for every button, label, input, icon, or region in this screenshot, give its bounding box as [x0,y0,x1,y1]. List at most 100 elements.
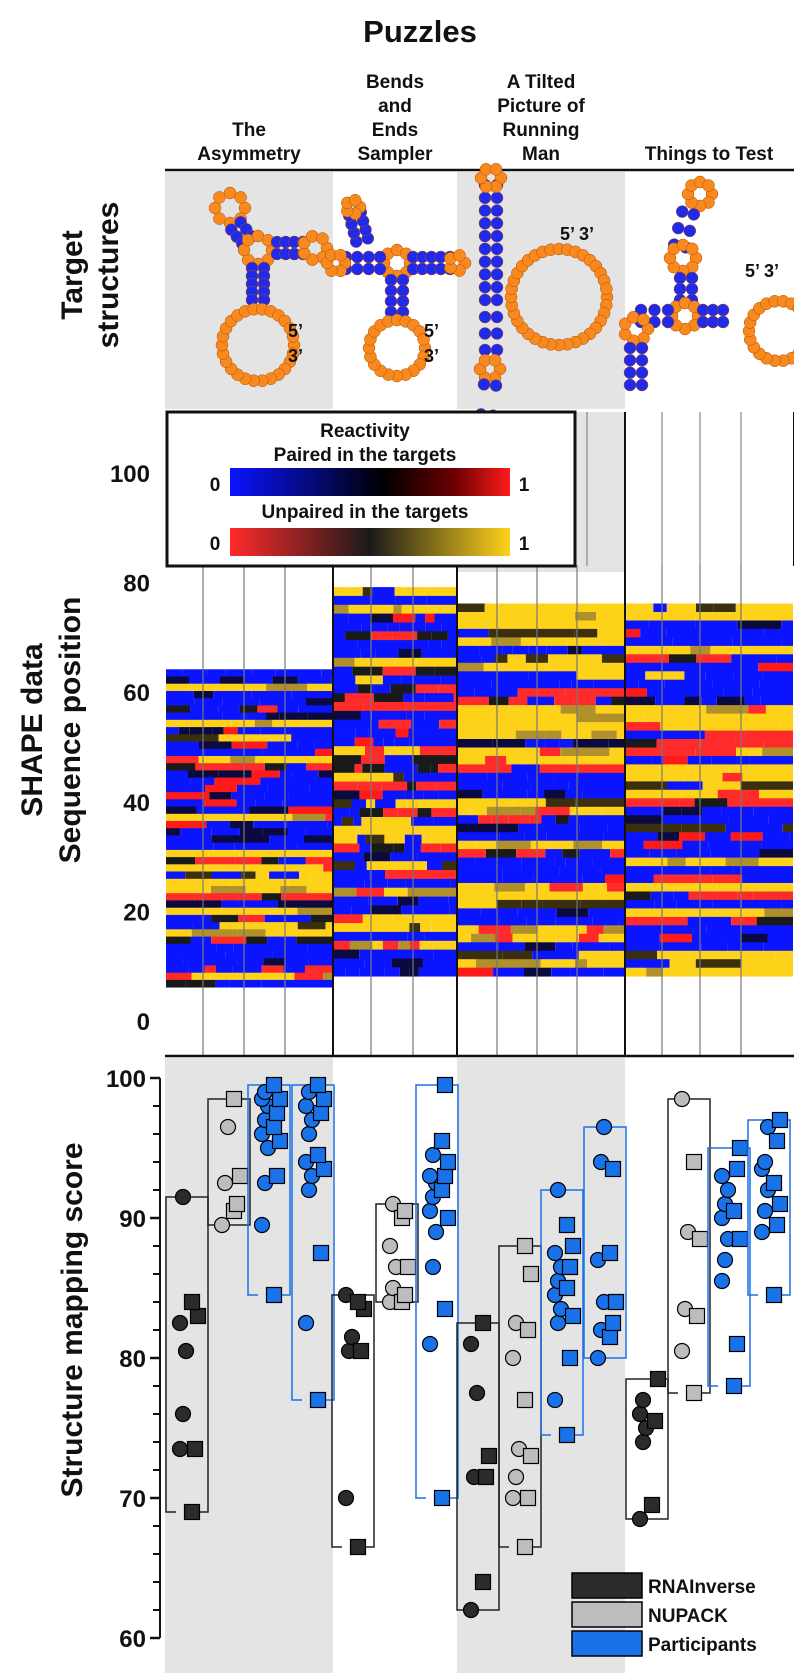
heat-cell [598,933,624,943]
heat-cell [713,908,743,918]
heat-cell [393,772,404,783]
heat-cell [673,891,689,901]
score-point-square [691,1230,709,1248]
heat-cell [669,654,697,664]
heat-cell [361,755,385,765]
score-point-square [186,1440,204,1458]
heat-cell [573,840,602,850]
score-point-square [231,1167,249,1185]
heat-cell [166,683,188,692]
heat-cell [228,907,276,916]
heat-cell [412,870,456,880]
heat-cell [238,893,262,901]
heat-cell [334,737,355,747]
puzzle-name-line: A Tilted [507,72,576,93]
heat-cell [315,748,332,757]
heat-cell [667,705,707,714]
heat-cell [275,669,303,677]
heat-cell [681,866,711,875]
heat-cell [786,857,793,867]
base-dot [600,282,613,295]
heat-cell [230,763,265,771]
heat-cell [498,603,538,613]
heat-cell [475,959,506,969]
base-dot [685,271,699,285]
heat-cell [487,772,528,782]
heat-cell [603,925,624,935]
heat-cell [714,713,739,723]
heat-cell [507,654,526,664]
heat-cell [356,887,385,897]
heat-cell [241,871,256,880]
heat-cell [442,861,456,871]
score-point-circle [673,1342,691,1360]
heat-cell [526,756,542,765]
heat-cell [346,587,363,597]
heat-cell [289,849,324,858]
heat-cell [409,737,419,747]
heat-cell [626,662,682,672]
heat-cell [427,861,442,871]
heat-cell [345,631,372,641]
heat-cell [555,916,578,926]
heat-cell [345,967,360,977]
heat-cell [166,886,190,894]
heat-cell [418,737,456,747]
score-y-axis: 60 70 80 90 100 [106,1066,161,1653]
heat-cell [484,603,499,613]
score-point-circle [673,1090,691,1108]
heat-cell [453,949,456,959]
heat-cell [626,781,667,791]
heat-cell [574,628,598,638]
heat-cell [748,705,766,714]
heat-cell [502,781,531,791]
heat-cell [659,942,702,952]
score-point-circle [253,1216,271,1234]
heat-cell [571,679,594,689]
heat-cell [533,722,562,731]
heat-cell [532,950,579,960]
heat-cell [318,770,332,779]
heat-cell [752,688,778,698]
heat-cell [378,817,396,827]
heat-cell [694,798,728,808]
heat-cell [676,899,713,909]
heat-cell [385,604,394,615]
heat-cell [568,781,624,791]
heat-cell [194,698,223,706]
base-dot [623,378,637,392]
heat-cell [705,671,734,681]
score-scatter [165,1076,791,1619]
heat-cell [357,684,372,694]
heat-cell [182,849,209,858]
heat-cell [212,813,237,822]
heat-cell [420,843,441,853]
heat-cell [693,789,718,799]
heat-cell [458,772,488,782]
heat-cell [204,965,216,974]
score-range-bracket [707,1147,751,1387]
heat-cell [377,949,404,959]
heat-cell [574,959,587,969]
heat-cell [534,612,576,621]
base-dot [478,310,492,324]
score-point-square [268,1167,286,1185]
score-point-circle [421,1335,439,1353]
heat-cell [190,936,212,945]
heat-cell [353,817,362,827]
heat-cell [672,713,701,723]
heat-cell [362,763,385,774]
heat-cell [781,637,793,647]
heat-cell [229,979,262,988]
heat-cell [559,679,572,689]
heat-cell [579,823,608,833]
base-dot [683,224,697,238]
heat-cell [334,817,342,827]
heat-cell [435,878,451,889]
heat-cell [207,669,226,677]
score-point-circle [719,1181,737,1199]
heat-cell [618,916,624,926]
heat-cell [249,806,289,815]
heat-cell [334,887,357,897]
heat-cell [166,792,210,800]
